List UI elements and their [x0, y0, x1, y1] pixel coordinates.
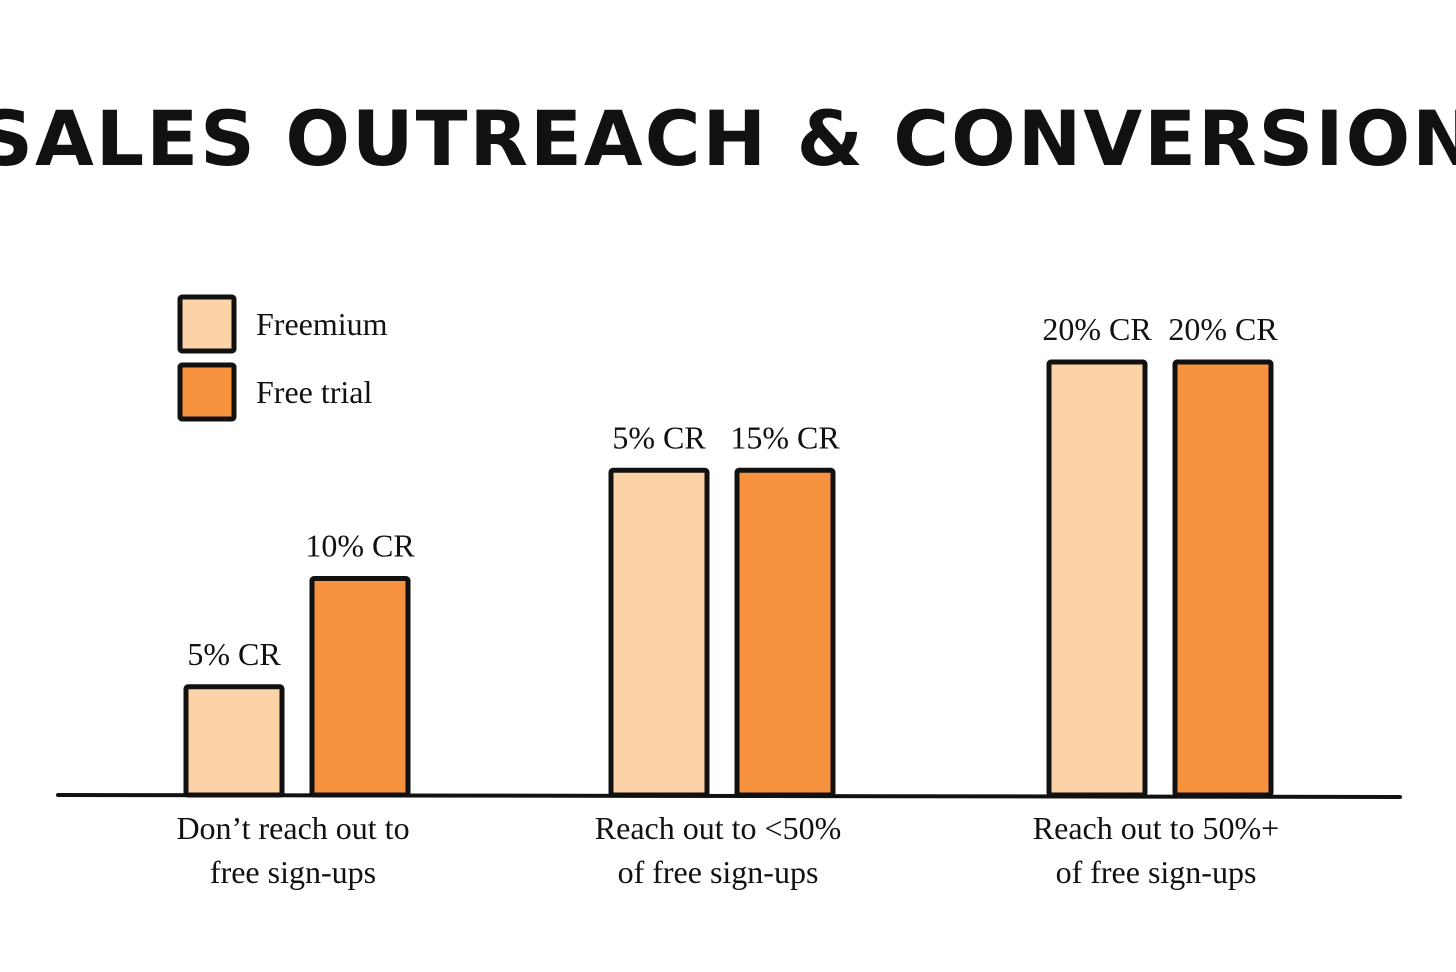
legend-swatch-freemium — [177, 294, 237, 354]
bar-freemium-1 — [183, 684, 285, 798]
data-label-free-trial-3: 20% CR — [1168, 311, 1278, 347]
bar-labels: 5% CR 5% CR 20% CR 10% CR 15% CR 20% CR — [187, 311, 1278, 672]
data-label-free-trial-2: 15% CR — [730, 419, 840, 455]
data-label-freemium-1: 5% CR — [187, 636, 281, 672]
category-label-2-line-2: of free sign-ups — [618, 854, 819, 890]
legend-label-freemium: Freemium — [256, 306, 388, 342]
legend-label-free-trial: Free trial — [256, 374, 373, 410]
legend-swatch-free-trial — [177, 362, 237, 422]
category-label-3-line-1: Reach out to 50%+ — [1033, 810, 1279, 846]
bar-free-trial-1 — [309, 576, 411, 798]
bars — [183, 359, 1274, 798]
category-label-3-line-2: of free sign-ups — [1056, 854, 1257, 890]
category-label-1-line-2: free sign-ups — [210, 854, 376, 890]
bar-free-trial-2 — [734, 467, 836, 798]
category-label-1-line-1: Don’t reach out to — [176, 810, 409, 846]
category-labels: Don’t reach out to free sign-ups Reach out… — [176, 810, 1279, 890]
chart-title: SALES OUTREACH & CONVERSION — [0, 94, 1456, 183]
data-label-freemium-3: 20% CR — [1042, 311, 1152, 347]
x-axis-baseline — [56, 793, 1402, 799]
data-label-freemium-2: 5% CR — [612, 419, 706, 455]
bar-freemium-3 — [1046, 359, 1148, 798]
legend: Freemium Free trial — [177, 294, 388, 422]
data-label-free-trial-1: 10% CR — [305, 528, 415, 564]
bar-free-trial-3 — [1172, 359, 1274, 798]
bar-freemium-2 — [608, 467, 710, 798]
category-label-2-line-1: Reach out to <50% — [595, 810, 841, 846]
